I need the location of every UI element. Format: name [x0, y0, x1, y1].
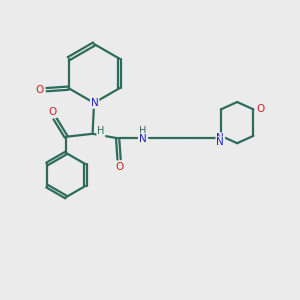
Text: N: N [139, 134, 146, 144]
Text: O: O [115, 162, 123, 172]
Text: O: O [48, 107, 57, 117]
Text: H: H [139, 126, 146, 136]
Text: N: N [91, 98, 98, 108]
Text: O: O [256, 104, 265, 114]
Text: N: N [217, 133, 224, 143]
Text: H: H [97, 126, 104, 136]
Text: O: O [36, 85, 44, 94]
Text: N: N [217, 137, 224, 147]
